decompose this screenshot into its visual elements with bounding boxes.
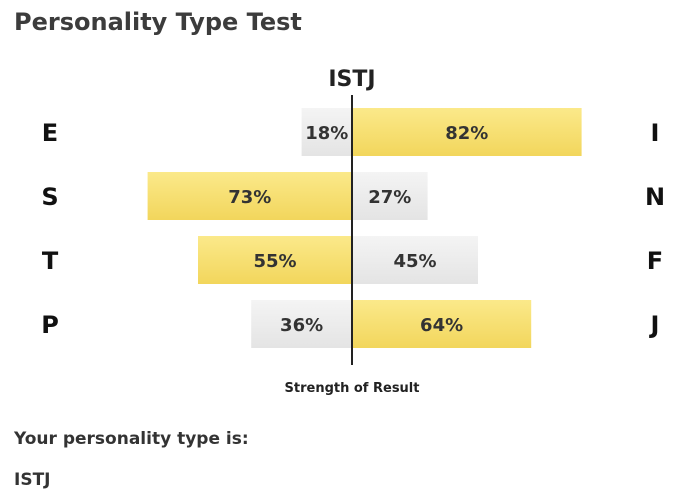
letter-s: S [41, 183, 58, 211]
page-title: Personality Type Test [14, 8, 302, 36]
letter-p: P [41, 311, 59, 339]
bar-label-right-n: 27% [368, 187, 411, 208]
bar-right-n [352, 172, 428, 220]
letter-i: I [651, 119, 660, 147]
bar-label-right-f: 45% [393, 251, 436, 272]
chart-title: ISTJ [328, 67, 375, 92]
bar-left-e [301, 108, 352, 156]
bar-label-left-t: 55% [253, 251, 296, 272]
bar-left-p [251, 300, 352, 348]
result-type: ISTJ [14, 470, 51, 490]
bar-right-i [352, 108, 582, 156]
result-label: Your personality type is: [14, 429, 249, 449]
letter-e: E [42, 119, 58, 147]
letter-j: J [649, 311, 660, 339]
bar-label-right-j: 64% [420, 315, 463, 336]
letter-t: T [42, 247, 59, 275]
letter-n: N [645, 183, 665, 211]
personality-chart: ISTJ 18% 82%73% 27%55% 45%36% 64% Strength o… [41, 67, 665, 396]
letter-f: F [647, 247, 663, 275]
bar-label-left-e: 18% [305, 123, 348, 144]
x-axis-label: Strength of Result [285, 381, 420, 396]
bar-left-s [147, 172, 352, 220]
bar-right-j [352, 300, 532, 348]
bar-right-f [352, 236, 478, 284]
bar-label-left-s: 73% [228, 187, 271, 208]
bar-left-t [198, 236, 352, 284]
bar-label-right-i: 82% [445, 123, 488, 144]
bar-label-left-p: 36% [280, 315, 323, 336]
